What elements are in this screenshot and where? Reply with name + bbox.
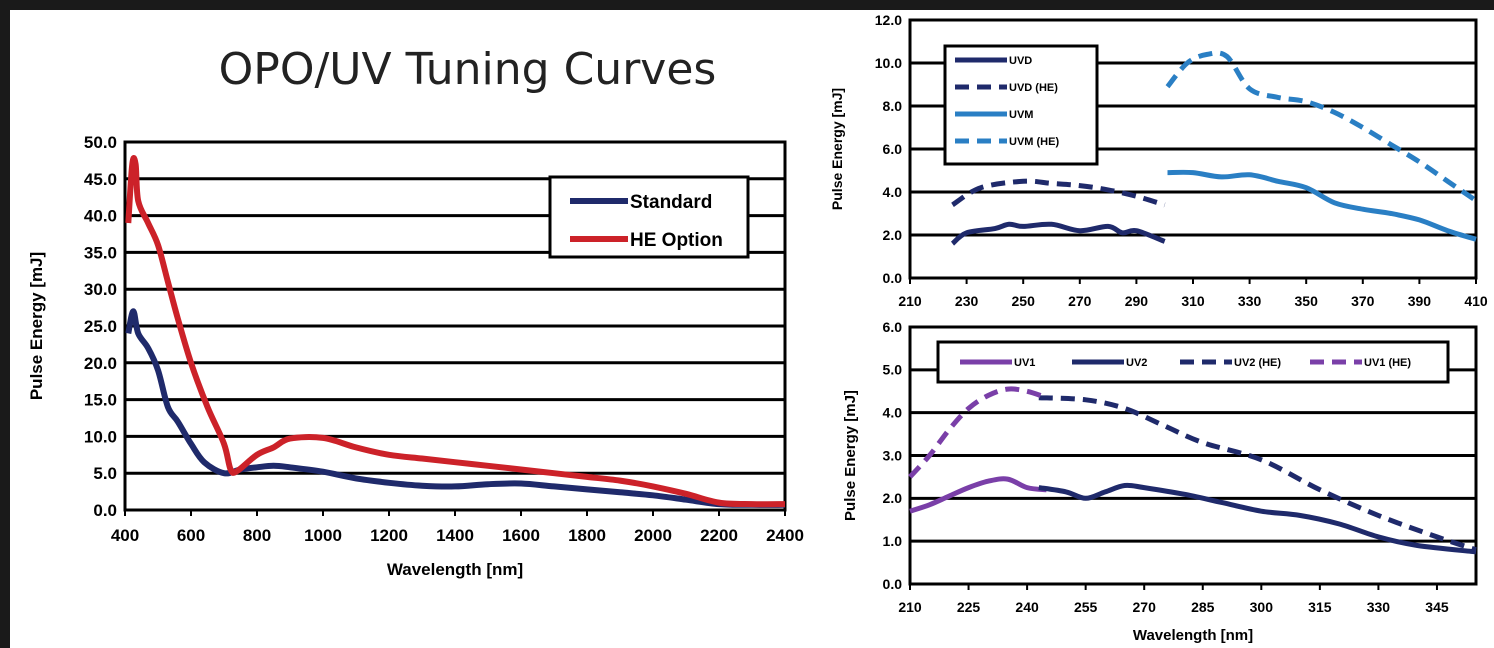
legend-label: UVM (HE) (1009, 136, 1059, 148)
x-tick-label: 600 (177, 526, 205, 545)
y-tick-label: 4.0 (883, 184, 903, 200)
y-tick-label: 10.0 (84, 427, 117, 446)
chart-main: 0.0 5.0 10.0 15.0 20.0 25.0 30.0 35.0 40.0 45.0 50… (27, 133, 804, 579)
y-axis-label: Pulse Energy [mJ] (27, 252, 46, 400)
legend: UV1 UV2 UV2 (HE) UV1 (HE) (936, 340, 1450, 384)
x-tick-label: 345 (1425, 599, 1449, 615)
y-tick-label: 2.0 (883, 490, 903, 506)
legend-box (943, 44, 1099, 166)
y-tick-label: 6.0 (883, 141, 903, 157)
y-tick-label: 1.0 (883, 533, 903, 549)
x-tick-label: 330 (1238, 293, 1262, 309)
series-line-uv2 (1038, 482, 1477, 555)
x-tick-label: 1400 (436, 526, 474, 545)
legend-label: UV2 (1126, 357, 1147, 369)
x-tick-label: 1200 (370, 526, 408, 545)
series-line-uvm-he (1165, 50, 1478, 203)
chart-uvbot: 0.0 1.0 2.0 3.0 4.0 5.0 6.0 210 225 240 255 270 285 3… (842, 319, 1478, 644)
y-tick-label: 10.0 (875, 55, 902, 71)
series-line-uvd-he (951, 178, 1166, 208)
y-tick-label: 5.0 (883, 362, 903, 378)
x-tick-label: 240 (1015, 599, 1039, 615)
y-axis-label: Pulse Energy [mJ] (842, 390, 859, 521)
series-line-uvm (1167, 169, 1477, 242)
x-tick-label: 250 (1012, 293, 1036, 309)
x-tick-label: 370 (1351, 293, 1375, 309)
x-tick-label: 1800 (568, 526, 606, 545)
legend-box (548, 175, 750, 259)
y-tick-label: 50.0 (84, 133, 117, 152)
legend-label: HE Option (630, 230, 723, 251)
x-tick-label: 315 (1308, 599, 1332, 615)
y-tick-label: 35.0 (84, 243, 117, 262)
x-tick-label: 400 (111, 526, 139, 545)
y-tick-label: 15.0 (84, 391, 117, 410)
x-tick-label: 270 (1133, 599, 1157, 615)
x-tick-label: 1600 (502, 526, 540, 545)
legend-label: UVD (1009, 55, 1032, 67)
legend: UVD UVD (HE) UVM UVM (HE) (943, 44, 1099, 166)
x-tick-label: 285 (1191, 599, 1215, 615)
y-tick-label: 3.0 (883, 447, 903, 463)
chart-uvtop: 0.0 2.0 4.0 6.0 8.0 10.0 12.0 210 230 250 270 290 31… (829, 12, 1488, 309)
legend-label: UVD (HE) (1009, 82, 1058, 94)
legend-label: UV1 (1014, 357, 1035, 369)
legend-label: UV2 (HE) (1234, 357, 1281, 369)
page-title: OPO/UV Tuning Curves (218, 44, 717, 95)
x-tick-label: 210 (898, 599, 922, 615)
series-line-uv2-he (1038, 395, 1477, 553)
x-tick-label: 2400 (766, 526, 804, 545)
x-tick-label: 300 (1250, 599, 1274, 615)
y-tick-label: 5.0 (93, 464, 117, 483)
y-tick-label: 2.0 (883, 227, 903, 243)
y-tick-label: 6.0 (883, 319, 903, 335)
x-tick-label: 255 (1074, 599, 1098, 615)
x-tick-label: 1000 (304, 526, 342, 545)
y-axis-label: Pulse Energy [mJ] (829, 88, 845, 210)
x-tick-label: 2200 (700, 526, 738, 545)
y-tick-label: 40.0 (84, 207, 117, 226)
y-tick-label: 0.0 (883, 576, 903, 592)
x-tick-label: 230 (955, 293, 979, 309)
legend-label: Standard (630, 192, 712, 213)
x-tick-label: 330 (1367, 599, 1391, 615)
y-tick-label: 0.0 (883, 270, 903, 286)
y-tick-label: 12.0 (875, 12, 902, 28)
y-tick-label: 4.0 (883, 405, 903, 421)
x-tick-label: 410 (1464, 293, 1488, 309)
y-tick-label: 0.0 (93, 501, 117, 520)
series-line-uvd (950, 221, 1166, 246)
legend: Standard HE Option (548, 175, 750, 259)
series-line-uv1 (909, 476, 1047, 514)
y-tick-label: 45.0 (84, 170, 117, 189)
y-tick-label: 25.0 (84, 317, 117, 336)
x-tick-label: 390 (1408, 293, 1432, 309)
y-tick-label: 30.0 (84, 280, 117, 299)
x-tick-label: 225 (957, 599, 981, 615)
x-tick-label: 210 (898, 293, 922, 309)
series-line-he-option (125, 155, 786, 508)
plot-frame (908, 325, 1478, 586)
x-axis-label: Wavelength [nm] (1133, 627, 1253, 644)
x-tick-label: 800 (243, 526, 271, 545)
series-line-standard (125, 308, 786, 508)
x-axis-label: Wavelength [nm] (387, 560, 523, 579)
legend-label: UV1 (HE) (1364, 357, 1411, 369)
y-tick-label: 8.0 (883, 98, 903, 114)
series-line-uv1-he (908, 386, 1048, 479)
x-tick-label: 350 (1295, 293, 1319, 309)
x-tick-label: 270 (1068, 293, 1092, 309)
x-tick-label: 2000 (634, 526, 672, 545)
x-tick-label: 310 (1181, 293, 1205, 309)
y-tick-label: 20.0 (84, 354, 117, 373)
legend-label: UVM (1009, 109, 1033, 121)
x-tick-label: 290 (1125, 293, 1149, 309)
